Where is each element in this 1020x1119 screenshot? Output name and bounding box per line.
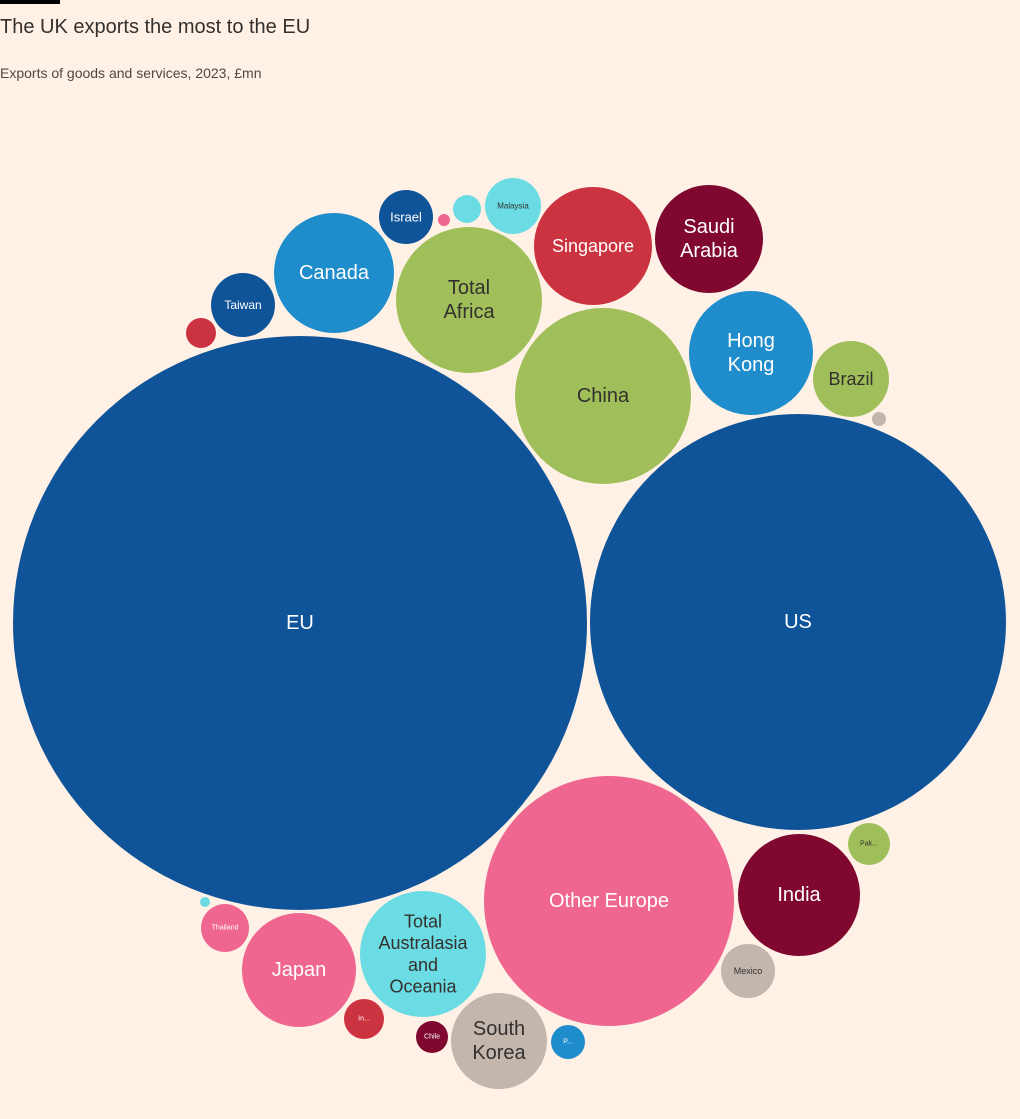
chart-subtitle: Exports of goods and services, 2023, £mn [0,65,262,81]
bubble-canada: Canada [274,213,394,333]
bubble-circle [534,187,652,305]
bubble-unlabelled-24 [453,195,481,223]
bubble-unlabelled-23 [186,318,216,348]
bubble-label: Israel [390,210,422,225]
bubble-india: India [738,834,860,956]
bubble-label: In... [358,1016,370,1023]
bubble-circle [813,341,889,417]
bubble-circle [848,823,890,865]
bubble-label: Brazil [828,369,873,389]
bubble-circle [738,834,860,956]
bubble-israel: Israel [379,190,433,244]
bubble-p: P... [551,1025,585,1059]
bubble-circle [186,318,216,348]
bubble-circle [689,291,813,415]
bubble-label: Total Australasia and Oceania [378,912,468,997]
bubble-circle [484,776,734,1026]
bubble-label: Taiwan [224,298,261,312]
bubble-singapore: Singapore [534,187,652,305]
bubble-circle [13,336,587,910]
bubble-circle [344,999,384,1039]
chart-title: The UK exports the most to the EU [0,16,311,38]
bubble-circle [379,190,433,244]
bubble-mexico: Mexico [721,944,775,998]
bubble-label: Singapore [552,236,634,256]
bubble-label: Total Africa [443,277,495,323]
bubble-total-africa: Total Africa [396,227,542,373]
bubble-saudi-arabia: Saudi Arabia [655,185,763,293]
bubble-circle [360,891,486,1017]
bubble-taiwan: Taiwan [211,273,275,337]
bubble-label: US [784,611,812,633]
bubble-pak: Pak... [848,823,890,865]
bubble-label: Canada [299,262,370,284]
bubble-brazil: Brazil [813,341,889,417]
bubble-circle [201,904,249,952]
bubble-chile: Chile [416,1021,448,1053]
bubble-japan: Japan [242,913,356,1027]
bubble-thailand: Thailand [201,904,249,952]
bubble-circle [438,214,450,226]
bubble-circle [396,227,542,373]
bubble-label: Thailand [212,925,239,932]
bubble-label: Japan [272,959,327,981]
bubble-circle [872,412,886,426]
bubble-circle [721,944,775,998]
bubble-circle [551,1025,585,1059]
bubble-hong-kong: Hong Kong [689,291,813,415]
bubble-circle [453,195,481,223]
bubble-unlabelled-26 [872,412,886,426]
bubble-label: China [577,385,630,407]
bubble-label: Hong Kong [727,330,775,376]
bubble-unlabelled-25 [438,214,450,226]
bubble-label: Saudi Arabia [680,216,739,262]
bubble-label: South Korea [472,1018,526,1064]
bubble-south-korea: South Korea [451,993,547,1089]
bubble-in: In... [344,999,384,1039]
bubble-eu: EU [13,336,587,910]
bubble-china: China [515,308,691,484]
bubble-label: P... [563,1039,573,1046]
bubble-circle [451,993,547,1089]
bubble-circle [211,273,275,337]
bubble-malaysia: Malaysia [485,178,541,234]
bubble-label: Mexico [734,966,763,976]
bubble-us: US [590,414,1006,830]
bubble-circle [416,1021,448,1053]
bubble-unlabelled-27 [200,897,210,907]
bubble-circle [590,414,1006,830]
bubble-other-europe: Other Europe [484,776,734,1026]
bubble-circle [274,213,394,333]
bubble-label: Malaysia [497,202,529,211]
bubble-circle [242,913,356,1027]
bubble-label: Chile [424,1034,440,1041]
bubble-label: India [777,884,821,906]
bubble-label: Other Europe [549,890,669,912]
bubble-label: Pak... [860,841,878,848]
bubble-circle [655,185,763,293]
bubble-circle [515,308,691,484]
bubble-label: EU [286,612,314,634]
bubble-circle [200,897,210,907]
bubble-total-australasia-and-oceania: Total Australasia and Oceania [360,891,486,1017]
bubble-circle [485,178,541,234]
top-accent-bar [0,0,60,4]
